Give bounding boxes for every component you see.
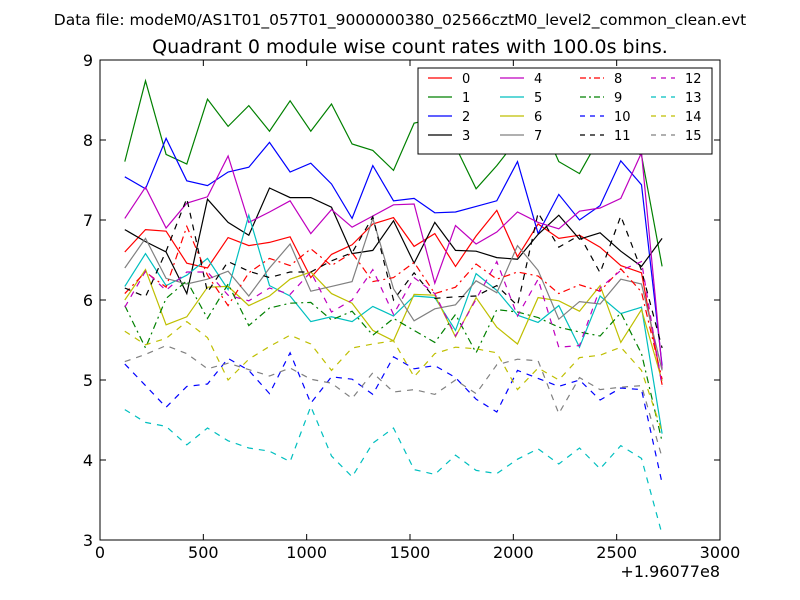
series-line-6	[124, 268, 663, 381]
y-tick-label: 5	[83, 371, 93, 390]
series-line-7	[124, 216, 663, 371]
legend-label-7: 7	[534, 129, 542, 144]
legend-label-1: 1	[462, 91, 470, 106]
legend-label-3: 3	[462, 129, 470, 144]
y-tick-label: 6	[83, 291, 93, 310]
legend-label-11: 11	[614, 129, 631, 144]
chart-title: Quadrant 0 module wise count rates with …	[152, 36, 668, 58]
data-file-label: Data file: modeM0/AS1T01_057T01_90000003…	[54, 11, 746, 30]
x-tick-label: 0	[95, 543, 105, 562]
x-tick-label: 3000	[700, 543, 741, 562]
y-tick-label: 8	[83, 131, 93, 150]
y-tick-label: 4	[83, 451, 93, 470]
legend-label-12: 12	[685, 72, 702, 87]
y-tick-label: 9	[83, 51, 93, 70]
x-tick-label: 1000	[286, 543, 327, 562]
legend-label-2: 2	[462, 110, 470, 125]
series-line-9	[124, 279, 663, 442]
x-tick-label: 500	[188, 543, 219, 562]
series-line-0	[124, 209, 663, 385]
series-line-3	[124, 187, 663, 296]
legend-label-8: 8	[614, 72, 622, 87]
series-line-15	[124, 344, 663, 458]
x-tick-label: 2500	[596, 543, 637, 562]
series-layer	[124, 78, 663, 535]
legend-label-9: 9	[614, 91, 622, 106]
legend-label-0: 0	[462, 72, 470, 87]
x-tick-label: 1500	[390, 543, 431, 562]
series-line-8	[124, 224, 663, 380]
y-tick-label: 7	[83, 211, 93, 230]
series-line-13	[124, 404, 663, 535]
series-line-11	[124, 196, 663, 349]
x-tick-label: 2000	[493, 543, 534, 562]
legend-label-6: 6	[534, 110, 542, 125]
x-offset-label: +1.96077e8	[620, 562, 720, 581]
legend-label-13: 13	[685, 91, 702, 106]
axis-ticks: 0 500 1000 1500 2000 2500 3000 3 4 5 6 7 8 9	[83, 51, 741, 562]
series-line-2	[124, 136, 663, 366]
legend-label-5: 5	[534, 91, 542, 106]
series-line-14	[124, 320, 663, 433]
legend-label-10: 10	[614, 110, 631, 125]
series-line-10	[124, 351, 663, 484]
legend-label-4: 4	[534, 72, 542, 87]
series-line-4	[124, 150, 663, 369]
series-line-5	[124, 213, 663, 434]
legend-label-15: 15	[685, 129, 702, 144]
legend-box	[417, 67, 713, 155]
y-tick-label: 3	[83, 531, 93, 550]
legend-label-14: 14	[685, 110, 702, 125]
series-line-12	[124, 260, 663, 387]
series-line-1	[124, 78, 663, 267]
